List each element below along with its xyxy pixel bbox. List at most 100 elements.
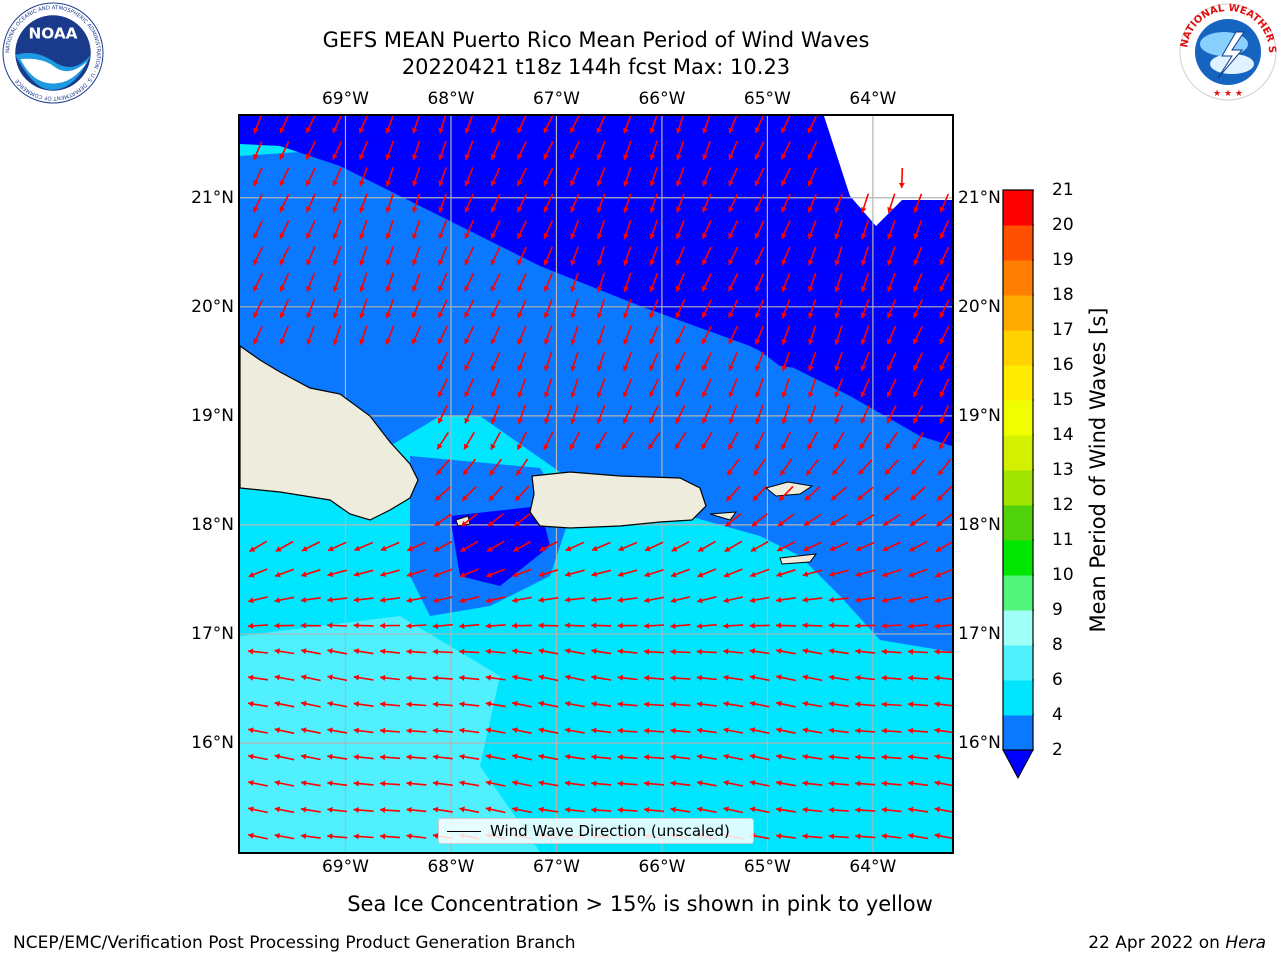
wind-wave-arrow bbox=[437, 378, 448, 398]
wind-wave-arrow bbox=[754, 325, 765, 345]
wind-wave-arrow bbox=[491, 404, 500, 424]
wind-wave-arrow bbox=[332, 116, 342, 134]
wind-wave-arrow bbox=[696, 753, 717, 760]
wind-wave-arrow bbox=[490, 378, 501, 398]
wind-wave-arrow bbox=[516, 220, 528, 239]
wind-wave-arrow bbox=[432, 780, 453, 787]
wind-wave-arrow bbox=[512, 780, 532, 787]
wind-wave-arrow bbox=[327, 806, 348, 813]
wind-wave-arrow bbox=[696, 648, 717, 655]
wind-wave-arrow bbox=[857, 459, 873, 476]
wind-wave-arrow bbox=[886, 325, 897, 345]
wind-wave-arrow bbox=[432, 623, 453, 630]
wind-wave-arrow bbox=[807, 140, 818, 160]
map-subtitle: 20220421 t18z 144h fcst Max: 10.23 bbox=[401, 55, 791, 79]
wind-wave-arrow bbox=[300, 648, 321, 655]
wind-wave-arrow bbox=[939, 220, 950, 240]
wind-wave-arrow bbox=[595, 431, 607, 450]
wind-wave-arrow bbox=[754, 167, 765, 187]
wind-wave-arrow bbox=[807, 246, 817, 266]
wind-wave-arrow bbox=[353, 648, 374, 655]
wind-wave-arrow bbox=[490, 140, 501, 160]
wind-wave-arrow bbox=[934, 623, 952, 630]
wind-wave-arrow bbox=[538, 674, 559, 682]
wind-wave-arrow bbox=[252, 246, 264, 266]
wind-wave-arrow bbox=[749, 700, 770, 708]
latitude-label: 18°N bbox=[191, 514, 234, 535]
wind-wave-arrow bbox=[802, 622, 823, 629]
wind-wave-arrow bbox=[643, 675, 665, 681]
wind-wave-arrow bbox=[459, 727, 480, 734]
wind-wave-arrow bbox=[776, 569, 796, 578]
wind-wave-arrow bbox=[828, 569, 849, 577]
wind-wave-arrow bbox=[913, 272, 923, 292]
wind-wave-arrow bbox=[300, 806, 321, 813]
longitude-label: 69°W bbox=[321, 857, 369, 877]
wind-wave-arrow bbox=[274, 674, 295, 681]
wind-wave-arrow bbox=[802, 700, 823, 708]
wind-wave-arrow bbox=[618, 541, 638, 552]
wind-wave-arrow bbox=[459, 701, 480, 708]
wind-wave-arrow bbox=[379, 754, 401, 761]
wind-wave-arrow bbox=[907, 648, 929, 655]
wind-wave-arrow bbox=[327, 569, 348, 577]
wind-wave-arrow bbox=[807, 167, 818, 187]
wind-wave-arrow bbox=[591, 674, 612, 681]
wind-wave-arrow bbox=[701, 431, 713, 450]
wind-wave-arrow bbox=[570, 246, 579, 266]
wind-wave-arrow bbox=[406, 727, 427, 734]
wind-wave-arrow bbox=[406, 622, 427, 629]
wind-wave-arrow bbox=[670, 701, 691, 708]
latitude-label: 21°N bbox=[958, 187, 1001, 208]
wind-wave-arrow bbox=[274, 596, 295, 604]
wind-wave-arrow bbox=[754, 220, 765, 239]
wind-wave-arrow bbox=[327, 727, 348, 734]
wind-wave-arrow bbox=[513, 513, 531, 527]
wind-wave-arrow bbox=[649, 167, 658, 187]
wind-wave-arrow bbox=[648, 405, 660, 424]
wind-wave-arrow bbox=[750, 540, 769, 552]
wind-wave-arrow bbox=[728, 404, 738, 424]
wind-wave-arrow bbox=[379, 701, 401, 708]
wind-wave-arrow bbox=[512, 596, 532, 604]
wave-period-field-6-8 bbox=[240, 616, 540, 852]
wind-wave-arrow bbox=[802, 780, 823, 787]
wind-wave-arrow bbox=[332, 167, 342, 187]
wind-wave-arrow bbox=[881, 754, 902, 761]
wind-wave-arrow bbox=[438, 220, 448, 240]
wind-wave-arrow bbox=[411, 246, 421, 266]
wind-wave-arrow bbox=[725, 485, 741, 502]
wind-wave-arrow bbox=[674, 431, 687, 450]
wind-wave-arrow bbox=[728, 220, 739, 239]
wind-wave-arrow bbox=[723, 622, 744, 629]
wind-wave-arrow bbox=[570, 220, 580, 240]
wind-wave-arrow bbox=[649, 325, 659, 345]
wind-wave-arrow bbox=[622, 378, 633, 398]
wind-wave-arrow bbox=[754, 116, 765, 134]
st-croix-island bbox=[779, 553, 818, 565]
wind-wave-arrow bbox=[300, 833, 321, 840]
wind-wave-arrow bbox=[437, 405, 448, 424]
wind-wave-arrow bbox=[274, 568, 295, 578]
wind-wave-arrow bbox=[543, 272, 553, 292]
colorbar-swatch bbox=[1003, 400, 1033, 436]
colorbar-tick-label: 8 bbox=[1052, 635, 1063, 655]
wind-wave-arrow bbox=[433, 568, 453, 578]
wind-wave-arrow bbox=[910, 459, 926, 476]
map-legend: Wind Wave Direction (unscaled) bbox=[438, 818, 754, 844]
wind-wave-arrow bbox=[643, 622, 665, 629]
wind-wave-arrow bbox=[248, 832, 268, 840]
wind-wave-arrow bbox=[591, 569, 612, 577]
wind-wave-arrow bbox=[776, 648, 796, 655]
noaa-logo: NOAA NATIONAL OCEANIC AND ATMOSPHERIC AD… bbox=[2, 2, 104, 104]
footer-date-text: 22 Apr 2022 on bbox=[1088, 933, 1226, 953]
wind-wave-arrow bbox=[701, 246, 712, 266]
wind-wave-arrow bbox=[490, 193, 501, 213]
wind-wave-arrow bbox=[406, 754, 427, 761]
wind-wave-arrow bbox=[913, 299, 923, 319]
wind-wave-arrow bbox=[436, 431, 449, 450]
wind-wave-arrow bbox=[723, 648, 744, 655]
colorbar-swatch bbox=[1003, 715, 1033, 751]
wind-wave-arrow bbox=[939, 352, 950, 371]
wind-wave-arrow bbox=[781, 325, 791, 345]
